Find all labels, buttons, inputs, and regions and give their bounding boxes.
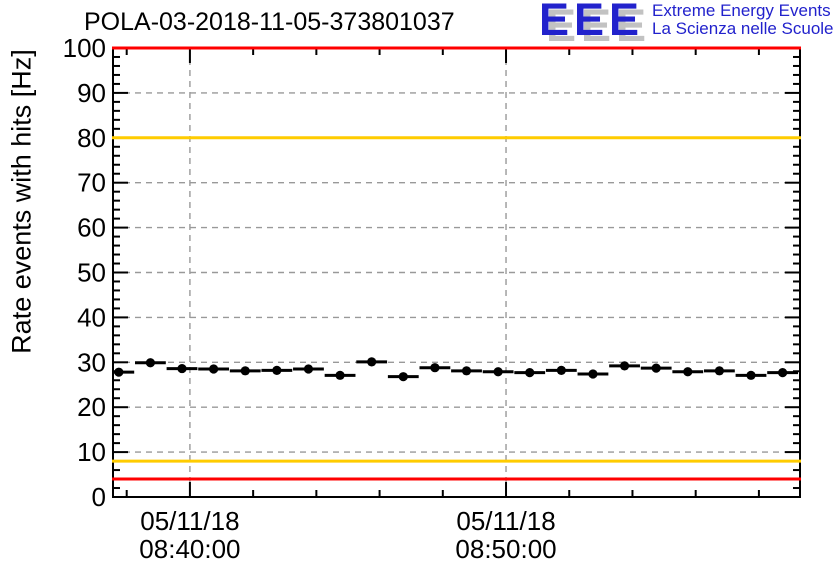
eee-logo-text: Extreme Energy Events La Scienza nelle S… xyxy=(652,2,833,38)
data-point xyxy=(619,361,630,371)
series-rate_events_with_hits xyxy=(113,357,799,382)
data-point xyxy=(272,365,282,375)
data-point xyxy=(177,363,187,374)
data-point xyxy=(461,366,472,376)
data-point xyxy=(651,363,661,373)
data-point xyxy=(114,367,124,377)
y-tick-label-100: 100 xyxy=(63,33,106,63)
y-tick-label-40: 40 xyxy=(77,302,106,332)
eee-logo: EEE Extreme Energy Events La Scienza nel… xyxy=(539,0,834,45)
data-point xyxy=(714,366,724,376)
data-point xyxy=(556,365,566,375)
data-point xyxy=(746,370,756,380)
x-tick-label-date: 05/11/18 xyxy=(456,506,555,536)
data-point xyxy=(588,369,598,379)
eee-logo-line2: La Scienza nelle Scuole xyxy=(652,19,834,38)
y-axis-title: Rate events with hits [Hz] xyxy=(6,49,37,354)
y-tick-label-70: 70 xyxy=(77,168,106,198)
y-tick-label-20: 20 xyxy=(77,392,106,422)
data-point xyxy=(367,357,377,367)
y-tick-label-90: 90 xyxy=(77,78,106,108)
x-tick-label-time: 08:40:00 xyxy=(139,534,240,564)
x-tick-label-time: 08:50:00 xyxy=(455,534,556,564)
eee-logo-line1: Extreme Energy Events xyxy=(652,1,831,20)
data-point xyxy=(525,368,535,378)
x-tick-label-date: 05/11/18 xyxy=(140,506,239,536)
data-point xyxy=(303,364,314,374)
data-point xyxy=(430,363,440,373)
y-tick-label-60: 60 xyxy=(77,213,106,243)
data-point xyxy=(209,364,219,374)
y-tick-label-0: 0 xyxy=(92,482,106,512)
y-tick-label-10: 10 xyxy=(77,437,106,467)
y-tick-label-30: 30 xyxy=(77,347,106,377)
data-point xyxy=(778,368,788,378)
data-point xyxy=(240,366,250,376)
y-tick-label-50: 50 xyxy=(77,258,106,288)
data-point xyxy=(493,367,503,377)
eee-logo-acronym: EEE xyxy=(539,0,645,45)
plot-title: POLA-03-2018-11-05-373801037 xyxy=(84,8,455,36)
data-point xyxy=(335,370,345,380)
y-tick-label-80: 80 xyxy=(77,123,106,153)
data-point xyxy=(683,367,693,377)
data-point xyxy=(398,372,408,382)
data-point xyxy=(145,358,156,368)
